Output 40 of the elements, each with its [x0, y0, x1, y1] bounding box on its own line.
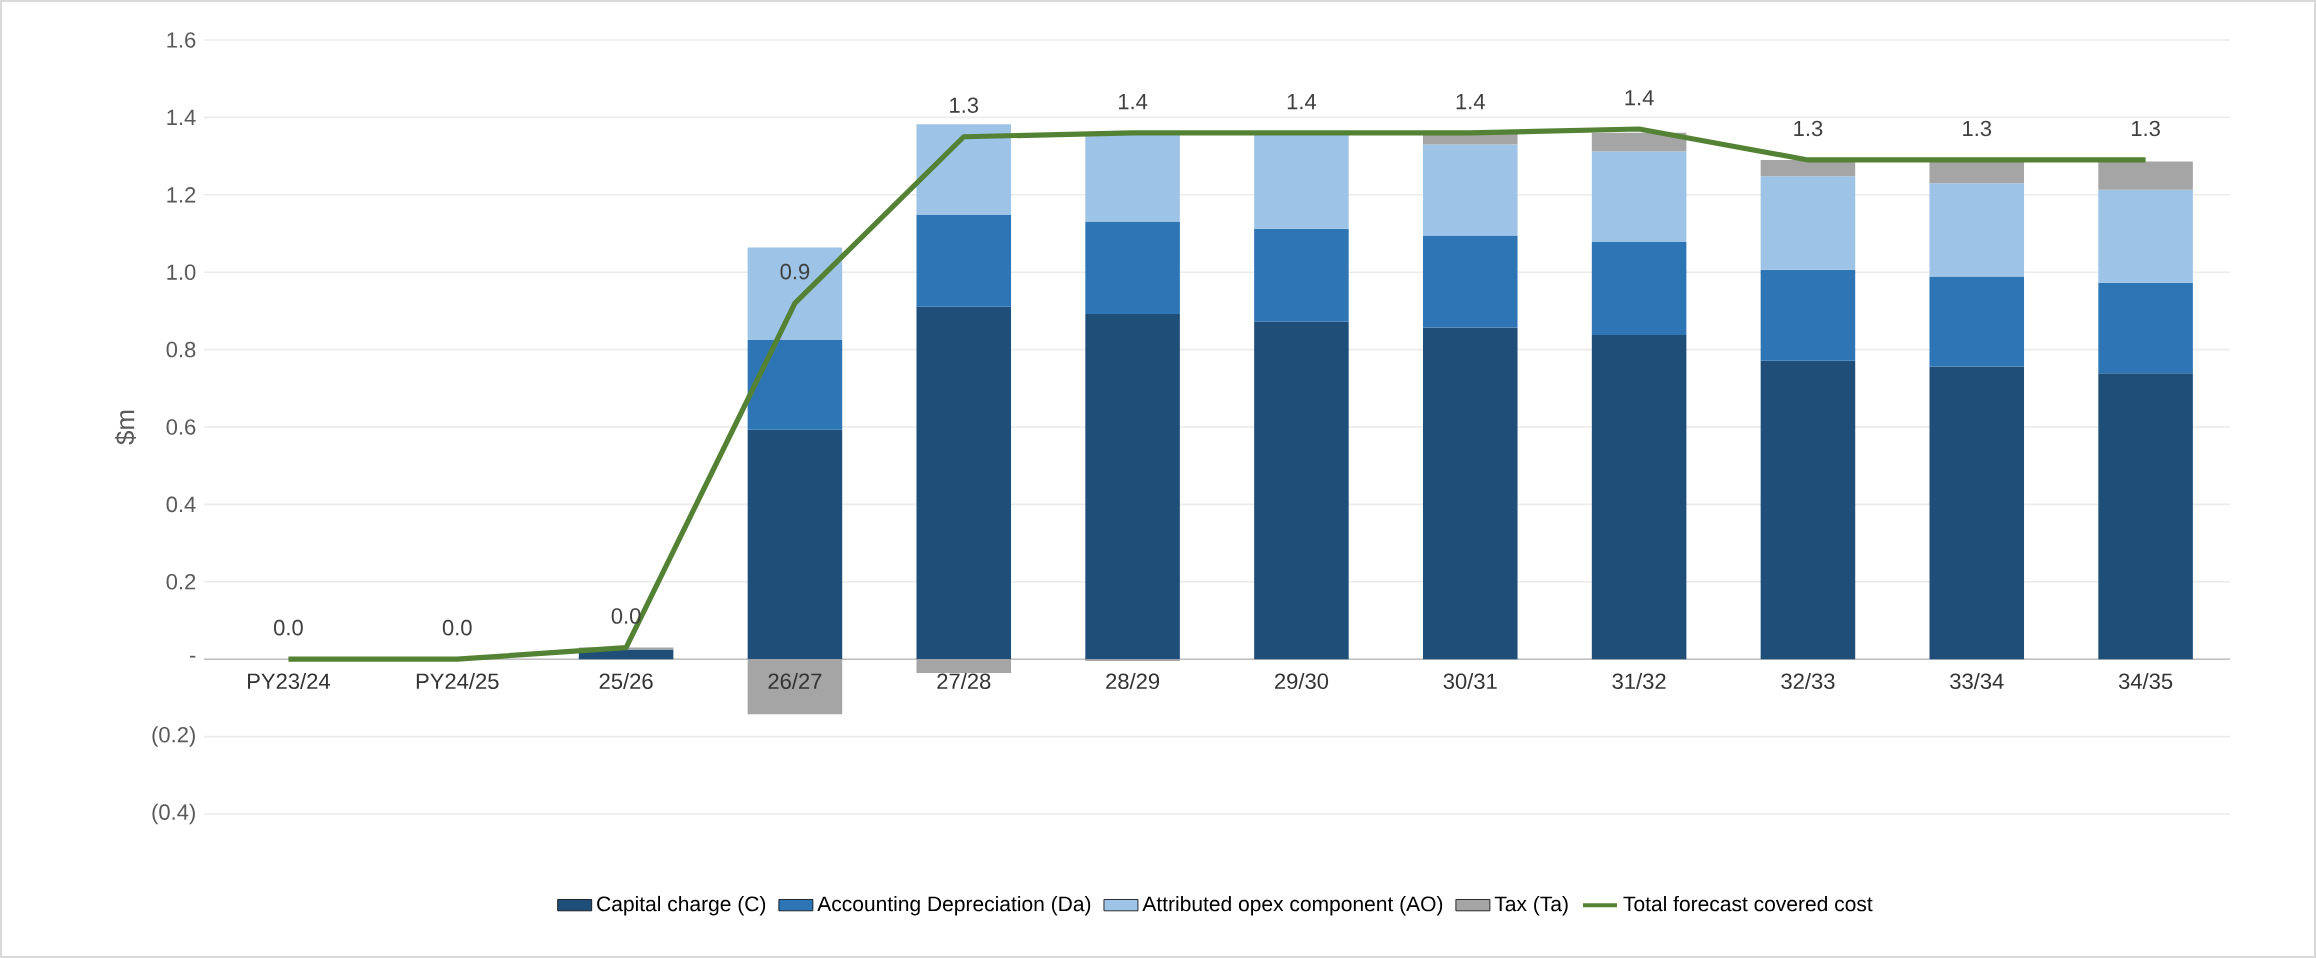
legend-label: Total forecast covered cost: [1623, 895, 1873, 912]
y-tick-label: 1.2: [167, 187, 196, 203]
data-label: 0.9: [780, 263, 810, 280]
x-tick-label: PY23/24: [248, 672, 330, 690]
legend-label: Capital charge (C): [597, 895, 766, 916]
x-tick-label: 29/30: [1274, 672, 1329, 690]
data-label: 1.4: [1287, 94, 1317, 110]
y-tick-label: 0.6: [166, 419, 196, 435]
y-tick-label: 0.8: [166, 341, 196, 358]
x-tick-label: 28/29: [1106, 672, 1160, 690]
x-tick-label: 25/26: [599, 672, 653, 690]
data-label: 0.0: [442, 619, 472, 636]
data-label: 1.3: [1963, 120, 1992, 137]
legend-label: Accounting Depreciation (Da): [817, 895, 1091, 916]
data-label: 1.3: [950, 97, 979, 113]
x-tick-label: 30/31: [1443, 672, 1497, 690]
data-label: 1.3: [2131, 120, 2160, 137]
y-tick-label: -: [189, 655, 196, 658]
x-tick-label: 27/28: [937, 672, 991, 690]
x-tick-label: 31/32: [1612, 672, 1666, 690]
y-tick-label: 0.4: [166, 496, 196, 513]
data-label: 0.0: [274, 619, 303, 636]
legend-label: Attributed opex component (AO): [1142, 895, 1443, 916]
y-tick-label: 1.6: [167, 32, 196, 48]
y-tick-label: (0.4): [152, 803, 195, 825]
x-tick-label: PY24/25: [416, 672, 499, 690]
y-tick-label: (0.2): [152, 726, 195, 747]
data-label: 1.4: [1625, 90, 1654, 106]
legend-label: Tax (Ta): [1494, 895, 1568, 916]
y-tick-label: 1.0: [167, 264, 196, 280]
x-tick-label: 33/34: [1950, 672, 2004, 690]
x-tick-label: 34/35: [2118, 672, 2173, 690]
y-tick-label: 1.4: [167, 109, 196, 125]
y-tick-label: 0.2: [166, 573, 196, 590]
y-axis-title: $m: [114, 410, 136, 445]
data-label: 1.4: [1118, 94, 1148, 110]
data-label: 1.4: [1456, 94, 1485, 110]
x-tick-label: 26/27: [768, 672, 822, 690]
data-label: 1.3: [1794, 120, 1823, 137]
x-tick-label: 32/33: [1781, 672, 1835, 690]
